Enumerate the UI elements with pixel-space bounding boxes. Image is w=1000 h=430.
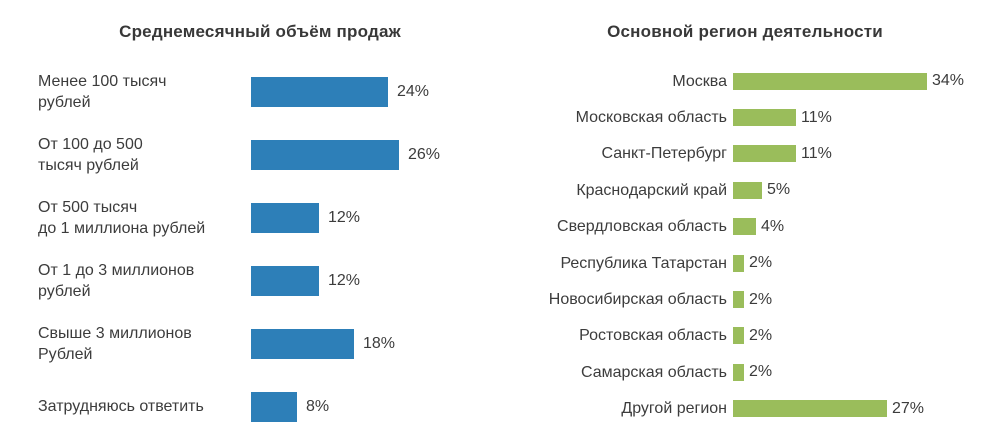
chart-row: Другой регион 27%: [490, 391, 1000, 427]
value-label: 2%: [749, 254, 773, 272]
category-label: Московская область: [575, 109, 727, 127]
bar: [733, 363, 744, 381]
value-label: 11%: [801, 108, 832, 126]
category-label: Свердловская область: [557, 218, 727, 236]
category-label: Самарская область: [580, 363, 727, 381]
value-label: 4%: [761, 217, 785, 235]
value-label: 27%: [892, 399, 925, 417]
bar-area: 5%: [733, 181, 1000, 199]
bar: [251, 265, 319, 296]
value-label: 24%: [397, 82, 430, 100]
bar: [733, 291, 744, 309]
bar: [733, 109, 796, 127]
bar: [251, 391, 297, 422]
value-label: 26%: [408, 145, 441, 163]
chart-row: Москва 34%: [490, 63, 1000, 99]
bar: [733, 400, 887, 418]
category-label: От 100 до 500 тысяч рублей: [38, 135, 143, 174]
category-label: Москва: [672, 72, 727, 90]
bar-area: 26%: [251, 139, 482, 170]
value-label: 5%: [767, 181, 791, 199]
value-label: 2%: [749, 363, 773, 381]
region-chart-title: Основной регион деятельности: [607, 22, 883, 41]
category-label: От 500 тысяч до 1 миллиона рублей: [38, 198, 206, 237]
chart-row: Краснодарский край 5%: [490, 172, 1000, 208]
value-label: 11%: [801, 144, 832, 162]
bar-area: 8%: [251, 391, 482, 422]
bar-area: 2%: [733, 254, 1000, 272]
chart-row: Московская область 11%: [490, 99, 1000, 135]
bar: [733, 72, 927, 90]
category-label: От 1 до 3 миллионов рублей: [38, 261, 195, 300]
bar: [733, 145, 796, 163]
value-label: 2%: [749, 290, 773, 308]
category-label: Свыше 3 миллионов Рублей: [38, 324, 192, 363]
value-label: 12%: [328, 271, 361, 289]
chart-row: Менее 100 тысяч рублей 24%: [38, 60, 482, 123]
bar-area: 34%: [733, 72, 1000, 90]
region-chart-rows: Москва 34% Московская область 11% Санкт-Пете…: [490, 63, 1000, 427]
category-label: Менее 100 тысяч рублей: [38, 72, 167, 111]
bar: [733, 254, 744, 272]
bar: [251, 76, 388, 107]
category-label: Республика Татарстан: [560, 254, 727, 272]
value-label: 8%: [306, 397, 330, 415]
bar-area: 2%: [733, 327, 1000, 345]
chart-row: От 500 тысяч до 1 миллиона рублей 12%: [38, 186, 482, 249]
bar: [733, 218, 756, 236]
bar-area: 11%: [733, 109, 1000, 127]
sales-volume-chart-title: Среднемесячный объём продаж: [119, 22, 401, 41]
bar: [733, 327, 744, 345]
bar-area: 2%: [733, 291, 1000, 309]
category-label: Краснодарский край: [576, 181, 727, 199]
value-label: 34%: [932, 72, 965, 90]
bar-area: 12%: [251, 265, 482, 296]
chart-row: Ростовская область 2%: [490, 318, 1000, 354]
chart-row: Санкт-Петербург 11%: [490, 136, 1000, 172]
bar-area: 24%: [251, 76, 482, 107]
sales-volume-chart-rows: Менее 100 тысяч рублей 24% От 100 до 500 т…: [38, 60, 482, 430]
bar-area: 4%: [733, 218, 1000, 236]
sales-volume-chart: Среднемесячный объём продаж Менее 100 ты…: [38, 22, 482, 422]
category-label: Ростовская область: [579, 327, 727, 345]
category-label: Санкт-Петербург: [601, 145, 727, 163]
chart-row: От 100 до 500 тысяч рублей 26%: [38, 123, 482, 186]
chart-row: Затрудняюсь ответить 8%: [38, 375, 482, 430]
category-label: Затрудняюсь ответить: [38, 398, 204, 415]
bar-area: 18%: [251, 328, 482, 359]
chart-row: Республика Татарстан 2%: [490, 245, 1000, 281]
bar-area: 12%: [251, 202, 482, 233]
chart-row: Самарская область 2%: [490, 354, 1000, 390]
chart-row: Свыше 3 миллионов Рублей 18%: [38, 312, 482, 375]
bar-area: 2%: [733, 363, 1000, 381]
value-label: 12%: [328, 208, 361, 226]
category-label: Новосибирская область: [548, 291, 727, 309]
bar-area: 11%: [733, 145, 1000, 163]
bar: [251, 139, 399, 170]
value-label: 2%: [749, 326, 773, 344]
chart-row: От 1 до 3 миллионов рублей 12%: [38, 249, 482, 312]
value-label: 18%: [363, 334, 396, 352]
bar-area: 27%: [733, 400, 1000, 418]
region-chart: Основной регион деятельности Москва 34% Мо…: [490, 22, 1000, 418]
bar: [251, 202, 319, 233]
chart-row: Свердловская область 4%: [490, 209, 1000, 245]
bar: [251, 328, 354, 359]
chart-row: Новосибирская область 2%: [490, 281, 1000, 317]
bar: [733, 181, 762, 199]
category-label: Другой регион: [621, 400, 727, 418]
